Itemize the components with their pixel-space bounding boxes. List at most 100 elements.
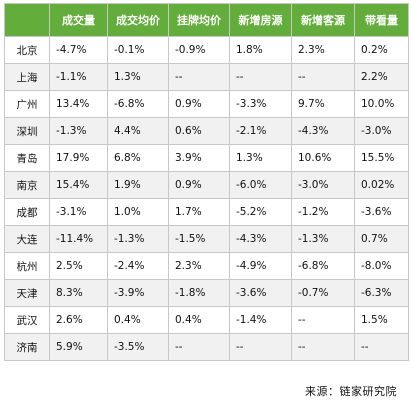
value-cell: 17.9%	[49, 144, 108, 172]
value-cell: 0.9%	[168, 90, 230, 118]
value-cell: 1.5%	[354, 306, 409, 334]
value-cell: 10.0%	[354, 90, 409, 118]
header-cell: 新增客源	[291, 3, 355, 37]
table-row: 上海 -1.1% 1.3% -- -- -- 2.2%	[4, 63, 409, 91]
value-cell: -6.0%	[229, 171, 292, 199]
value-cell: -4.3%	[229, 225, 292, 253]
value-cell: -1.4%	[229, 306, 292, 334]
city-name-cell: 杭州	[4, 252, 50, 280]
value-cell: 0.02%	[354, 171, 409, 199]
value-cell: 15.4%	[49, 171, 108, 199]
value-cell: -3.6%	[229, 279, 292, 307]
city-name-cell: 天津	[4, 279, 50, 307]
data-table-container: 成交量 成交均价 挂牌均价 新增房源 新增客源 带看量 北京 -4.7% -0.1% -0.9%…	[4, 3, 409, 361]
table-row: 成都 -3.1% 1.0% 1.7% -5.2% -1.2% -3.6%	[4, 198, 409, 226]
value-cell: -6.8%	[291, 252, 355, 280]
value-cell: -3.1%	[49, 198, 108, 226]
city-name-cell: 南京	[4, 171, 50, 199]
city-name-cell: 深圳	[4, 117, 50, 145]
value-cell: -0.9%	[168, 36, 230, 64]
value-cell: 1.3%	[229, 144, 292, 172]
value-cell: 8.3%	[49, 279, 108, 307]
header-cell-city	[4, 3, 50, 37]
city-name-cell: 武汉	[4, 306, 50, 334]
city-name-cell: 大连	[4, 225, 50, 253]
value-cell: 2.3%	[291, 36, 355, 64]
source-note: 来源：链家研究院	[305, 385, 397, 398]
city-name-cell: 济南	[4, 333, 50, 361]
value-cell: -3.0%	[354, 117, 409, 145]
value-cell: 1.8%	[229, 36, 292, 64]
header-cell: 成交量	[49, 3, 108, 37]
value-cell: -2.1%	[229, 117, 292, 145]
value-cell: -0.1%	[107, 36, 169, 64]
value-cell: -1.8%	[168, 279, 230, 307]
value-cell: --	[168, 333, 230, 361]
value-cell: -0.7%	[291, 279, 355, 307]
city-name-cell: 上海	[4, 63, 50, 91]
value-cell: 0.4%	[168, 306, 230, 334]
table-row: 济南 5.9% -3.5% -- -- -- --	[4, 333, 409, 361]
value-cell: -4.7%	[49, 36, 108, 64]
city-name-cell: 成都	[4, 198, 50, 226]
value-cell: 5.9%	[49, 333, 108, 361]
header-cell: 新增房源	[229, 3, 292, 37]
value-cell: 0.2%	[354, 36, 409, 64]
value-cell: --	[291, 306, 355, 334]
value-cell: 13.4%	[49, 90, 108, 118]
table-row: 大连 -11.4% -1.3% -1.5% -4.3% -1.3% 0.7%	[4, 225, 409, 253]
value-cell: -4.9%	[229, 252, 292, 280]
value-cell: -6.8%	[107, 90, 169, 118]
table-row: 南京 15.4% 1.9% 0.9% -6.0% -3.0% 0.02%	[4, 171, 409, 199]
value-cell: -3.3%	[229, 90, 292, 118]
value-cell: --	[291, 333, 355, 361]
header-row: 成交量 成交均价 挂牌均价 新增房源 新增客源 带看量	[4, 3, 409, 37]
value-cell: -3.6%	[354, 198, 409, 226]
value-cell: 0.4%	[107, 306, 169, 334]
table-row: 武汉 2.6% 0.4% 0.4% -1.4% -- 1.5%	[4, 306, 409, 334]
value-cell: 3.9%	[168, 144, 230, 172]
value-cell: 1.3%	[107, 63, 169, 91]
value-cell: -1.1%	[49, 63, 108, 91]
header-cell: 成交均价	[107, 3, 169, 37]
value-cell: --	[291, 63, 355, 91]
value-cell: -1.5%	[168, 225, 230, 253]
table-row: 天津 8.3% -3.9% -1.8% -3.6% -0.7% -6.3%	[4, 279, 409, 307]
city-name-cell: 北京	[4, 36, 50, 64]
value-cell: 2.2%	[354, 63, 409, 91]
value-cell: 4.4%	[107, 117, 169, 145]
value-cell: --	[354, 333, 409, 361]
table-row: 深圳 -1.3% 4.4% 0.6% -2.1% -4.3% -3.0%	[4, 117, 409, 145]
value-cell: 9.7%	[291, 90, 355, 118]
value-cell: --	[168, 63, 230, 91]
table-row: 杭州 2.5% -2.4% 2.3% -4.9% -6.8% -8.0%	[4, 252, 409, 280]
table-header: 成交量 成交均价 挂牌均价 新增房源 新增客源 带看量	[4, 3, 409, 37]
value-cell: -8.0%	[354, 252, 409, 280]
value-cell: --	[229, 63, 292, 91]
value-cell: -4.3%	[291, 117, 355, 145]
value-cell: -11.4%	[49, 225, 108, 253]
value-cell: -5.2%	[229, 198, 292, 226]
value-cell: 6.8%	[107, 144, 169, 172]
value-cell: 15.5%	[354, 144, 409, 172]
header-cell: 带看量	[354, 3, 409, 37]
value-cell: -1.3%	[107, 225, 169, 253]
value-cell: 1.9%	[107, 171, 169, 199]
value-cell: 0.9%	[168, 171, 230, 199]
value-cell: -1.3%	[291, 225, 355, 253]
value-cell: 2.5%	[49, 252, 108, 280]
header-cell: 挂牌均价	[168, 3, 230, 37]
table-body: 北京 -4.7% -0.1% -0.9% 1.8% 2.3% 0.2% 上海 -1.1% 1.3%…	[4, 36, 409, 361]
value-cell: 10.6%	[291, 144, 355, 172]
value-cell: -1.3%	[49, 117, 108, 145]
value-cell: -3.5%	[107, 333, 169, 361]
table-row: 青岛 17.9% 6.8% 3.9% 1.3% 10.6% 15.5%	[4, 144, 409, 172]
table-row: 北京 -4.7% -0.1% -0.9% 1.8% 2.3% 0.2%	[4, 36, 409, 64]
city-name-cell: 青岛	[4, 144, 50, 172]
value-cell: 2.3%	[168, 252, 230, 280]
value-cell: 0.6%	[168, 117, 230, 145]
value-cell: 0.7%	[354, 225, 409, 253]
value-cell: 1.0%	[107, 198, 169, 226]
table-row: 广州 13.4% -6.8% 0.9% -3.3% 9.7% 10.0%	[4, 90, 409, 118]
value-cell: -2.4%	[107, 252, 169, 280]
